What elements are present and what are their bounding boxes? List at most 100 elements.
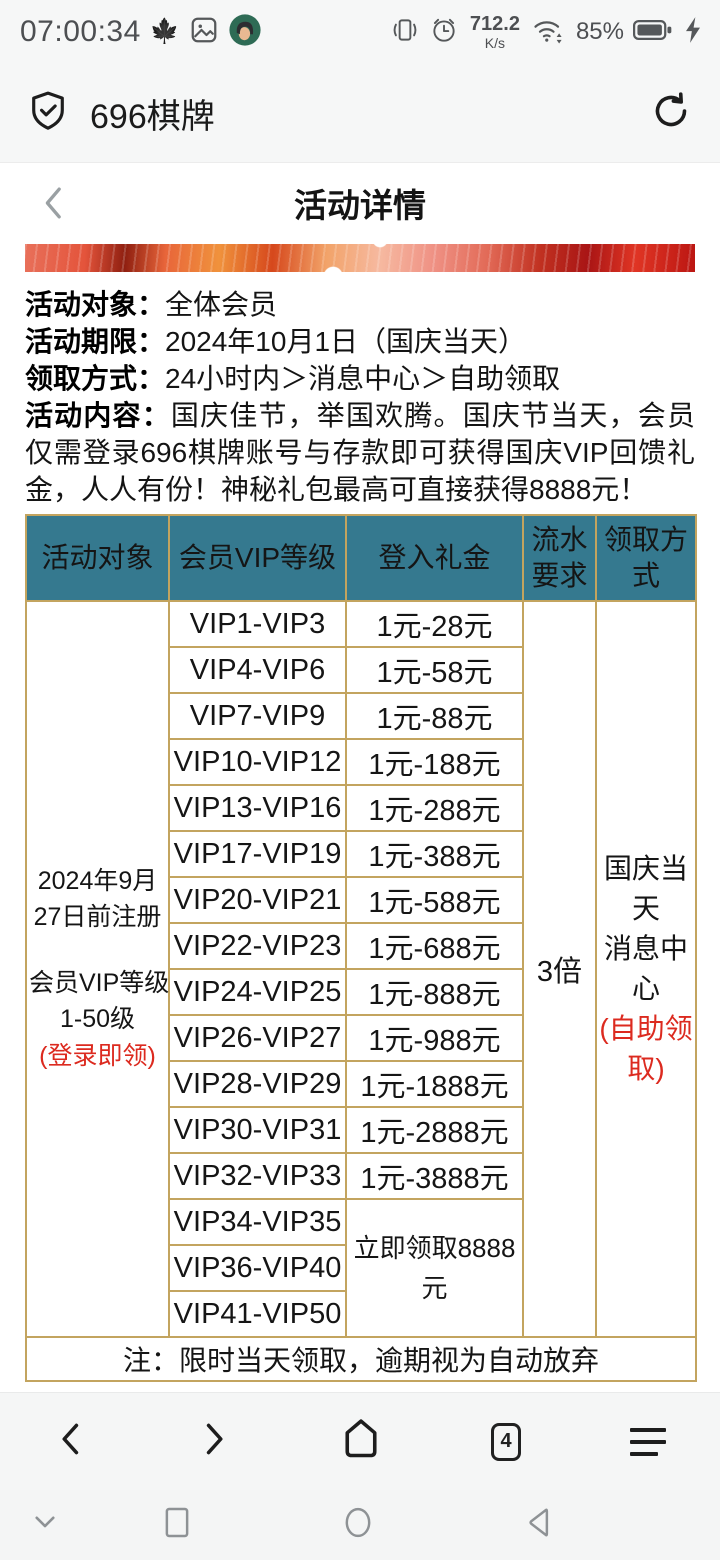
info-line: 活动对象：全体会员 — [25, 289, 278, 320]
menu-icon[interactable] — [630, 1427, 666, 1456]
table-row: VIP30-VIP31 1元-2888元 — [26, 1106, 696, 1154]
gallery-icon — [189, 15, 219, 50]
audience-register-text: 2024年9月 27日前注册 — [33, 867, 162, 931]
table-row: 2024年9月 27日前注册 会员VIP等级 1-50级 (登录即领) VIP1-VI… — [25, 600, 697, 1338]
note-text: 注：限时当天领取，逾期视为自动放弃 — [25, 1336, 697, 1382]
header-vip-level: 会员VIP等级 — [168, 514, 347, 602]
vip-level-cell: VIP32-VIP33 — [168, 1152, 347, 1200]
vip-level-cell: VIP41-VIP50 — [168, 1290, 347, 1338]
status-bar-left: 07:00:34 🍁 — [20, 13, 262, 52]
turnover-cell: 3倍 — [522, 600, 597, 1338]
gift-cell: 1元-28元 — [345, 600, 524, 648]
battery-percent-text: 85% — [575, 18, 624, 45]
gift-cell: 1元-888元 — [345, 968, 524, 1016]
network-speed: 712.2 K/s — [469, 13, 520, 51]
vip-reward-table: 活动对象 会员VIP等级 登入礼金 流水要求 领取方式 2024年9月 27日前… — [25, 514, 697, 1382]
table-row: VIP34-VIP35 立即领取8888元 — [26, 1198, 696, 1338]
avatar[interactable] — [228, 13, 262, 52]
header-turnover: 流水要求 — [522, 514, 597, 602]
tab-count-button[interactable]: 4 — [491, 1422, 521, 1461]
site-title[interactable]: 696棋牌 — [90, 97, 215, 136]
browser-forward-icon[interactable] — [197, 1420, 231, 1463]
table-row: VIP10-VIP12 1元-188元 — [26, 738, 696, 786]
clock-text: 07:00:34 — [20, 15, 141, 48]
table-note-row: 注：限时当天领取，逾期视为自动放弃 — [25, 1336, 697, 1382]
gift-cell: 1元-688元 — [345, 922, 524, 970]
gift-cell: 1元-2888元 — [345, 1106, 524, 1154]
vip-level-cell: VIP10-VIP12 — [168, 738, 347, 786]
shield-check-icon[interactable] — [28, 89, 68, 138]
vip-level-cell: VIP28-VIP29 — [168, 1060, 347, 1108]
browser-url-bar[interactable]: 696棋牌 — [0, 64, 720, 162]
wifi-icon — [531, 14, 567, 51]
vip-level-cell: VIP26-VIP27 — [168, 1014, 347, 1062]
vibrate-icon — [390, 15, 420, 50]
page-title: 活动详情 — [294, 186, 426, 224]
info-line: 活动期限：2024年10月1日（国庆当天） — [25, 326, 527, 357]
gift-cell: 1元-3888元 — [345, 1152, 524, 1200]
status-bar-right: 712.2 K/s 85% — [390, 14, 704, 51]
festival-banner-image — [25, 244, 695, 272]
alarm-clock-icon — [429, 15, 459, 50]
gift-cell: 1元-588元 — [345, 876, 524, 924]
header-claim: 领取方式 — [595, 514, 697, 602]
browser-home-icon[interactable] — [340, 1417, 382, 1466]
vip-level-cell: VIP30-VIP31 — [168, 1106, 347, 1154]
vip-level-cell: VIP22-VIP23 — [168, 922, 347, 970]
header-audience: 活动对象 — [25, 514, 170, 602]
info-line: 活动内容：国庆佳节，举国欢腾。国庆节当天，会员仅需登录696棋牌账号与存款即可获… — [25, 400, 695, 505]
table-row: VIP22-VIP23 1元-688元 — [26, 922, 696, 970]
vip-level-cell: VIP20-VIP21 — [168, 876, 347, 924]
status-bar: 07:00:34 🍁 — [0, 0, 720, 64]
table-header-row: 活动对象 会员VIP等级 登入礼金 流水要求 领取方式 — [25, 514, 697, 602]
nav-home-icon[interactable] — [341, 1504, 375, 1547]
vip-level-cell: VIP17-VIP19 — [168, 830, 347, 878]
info-line: 领取方式：24小时内＞消息中心＞自助领取 — [25, 363, 561, 394]
battery-icon — [633, 17, 673, 48]
table-row: VIP4-VIP6 1元-58元 — [26, 646, 696, 694]
vip-level-cell: VIP7-VIP9 — [168, 692, 347, 740]
table-row: VIP32-VIP33 1元-3888元 — [26, 1152, 696, 1200]
activity-info: 活动对象：全体会员 活动期限：2024年10月1日（国庆当天） 领取方式：24小… — [25, 286, 695, 508]
gift-cell: 1元-1888元 — [345, 1060, 524, 1108]
vip-level-cell: VIP34-VIP35 — [168, 1198, 347, 1246]
table-row: VIP17-VIP19 1元-388元 — [26, 830, 696, 878]
table-row: VIP36-VIP40 — [26, 1244, 696, 1292]
vip-level-cell: VIP24-VIP25 — [168, 968, 347, 1016]
table-row: VIP28-VIP29 1元-1888元 — [26, 1060, 696, 1108]
back-chevron-icon[interactable] — [38, 185, 72, 226]
nav-hide-icon[interactable] — [32, 1514, 58, 1537]
vip-level-cell: VIP1-VIP3 — [168, 600, 347, 648]
gift-cell: 1元-988元 — [345, 1014, 524, 1062]
gift-cell: 1元-288元 — [345, 784, 524, 832]
refresh-icon[interactable] — [650, 90, 692, 137]
gift-cell: 1元-58元 — [345, 646, 524, 694]
browser-toolbar: 4 — [0, 1392, 720, 1490]
audience-claim-hint: (登录即领) — [39, 1042, 156, 1070]
vip-table-body: 2024年9月 27日前注册 会员VIP等级 1-50级 (登录即领) VIP1-VI… — [25, 600, 697, 1338]
vip-level-cell: VIP36-VIP40 — [168, 1244, 347, 1292]
gift-cell: 1元-188元 — [345, 738, 524, 786]
gift-cell: 1元-388元 — [345, 830, 524, 878]
header-gift: 登入礼金 — [345, 514, 524, 602]
table-row: VIP20-VIP21 1元-588元 — [26, 876, 696, 924]
table-row: VIP24-VIP25 1元-888元 — [26, 968, 696, 1016]
claim-cell: 国庆当天 消息中心 (自助领取) — [595, 600, 697, 1338]
audience-cell: 2024年9月 27日前注册 会员VIP等级 1-50级 (登录即领) — [25, 600, 170, 1338]
nav-recents-icon[interactable] — [162, 1505, 192, 1546]
vip-level-cell: VIP13-VIP16 — [168, 784, 347, 832]
table-row: VIP13-VIP16 1元-288元 — [26, 784, 696, 832]
vip-level-cell: VIP4-VIP6 — [168, 646, 347, 694]
gift-cell: 1元-88元 — [345, 692, 524, 740]
table-row: VIP41-VIP50 — [26, 1290, 696, 1338]
browser-back-icon[interactable] — [54, 1420, 88, 1463]
claim-place-text: 国庆当天 消息中心 — [603, 853, 688, 1004]
android-nav-bar — [0, 1490, 720, 1560]
table-row: VIP7-VIP9 1元-88元 — [26, 692, 696, 740]
maple-leaf-icon: 🍁 — [149, 18, 180, 45]
charging-bolt-icon — [682, 16, 704, 49]
nav-back-icon[interactable] — [523, 1505, 555, 1546]
page-header: 活动详情 — [0, 162, 720, 242]
table-row: VIP26-VIP27 1元-988元 — [26, 1014, 696, 1062]
